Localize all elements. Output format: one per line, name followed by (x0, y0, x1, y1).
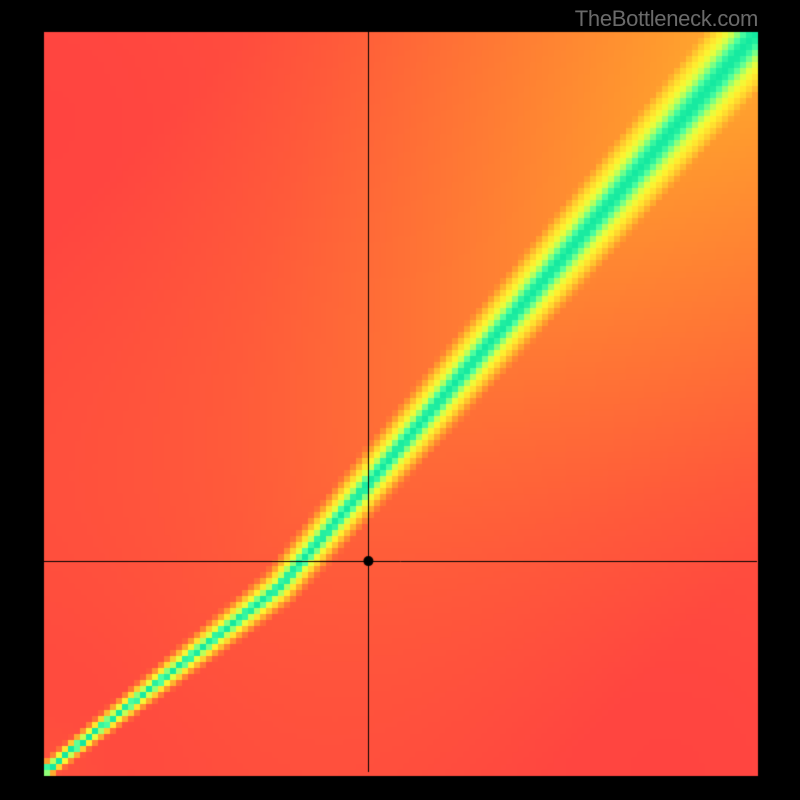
watermark-text: TheBottleneck.com (575, 6, 758, 32)
chart-container: TheBottleneck.com (0, 0, 800, 800)
bottleneck-heatmap (0, 0, 800, 800)
